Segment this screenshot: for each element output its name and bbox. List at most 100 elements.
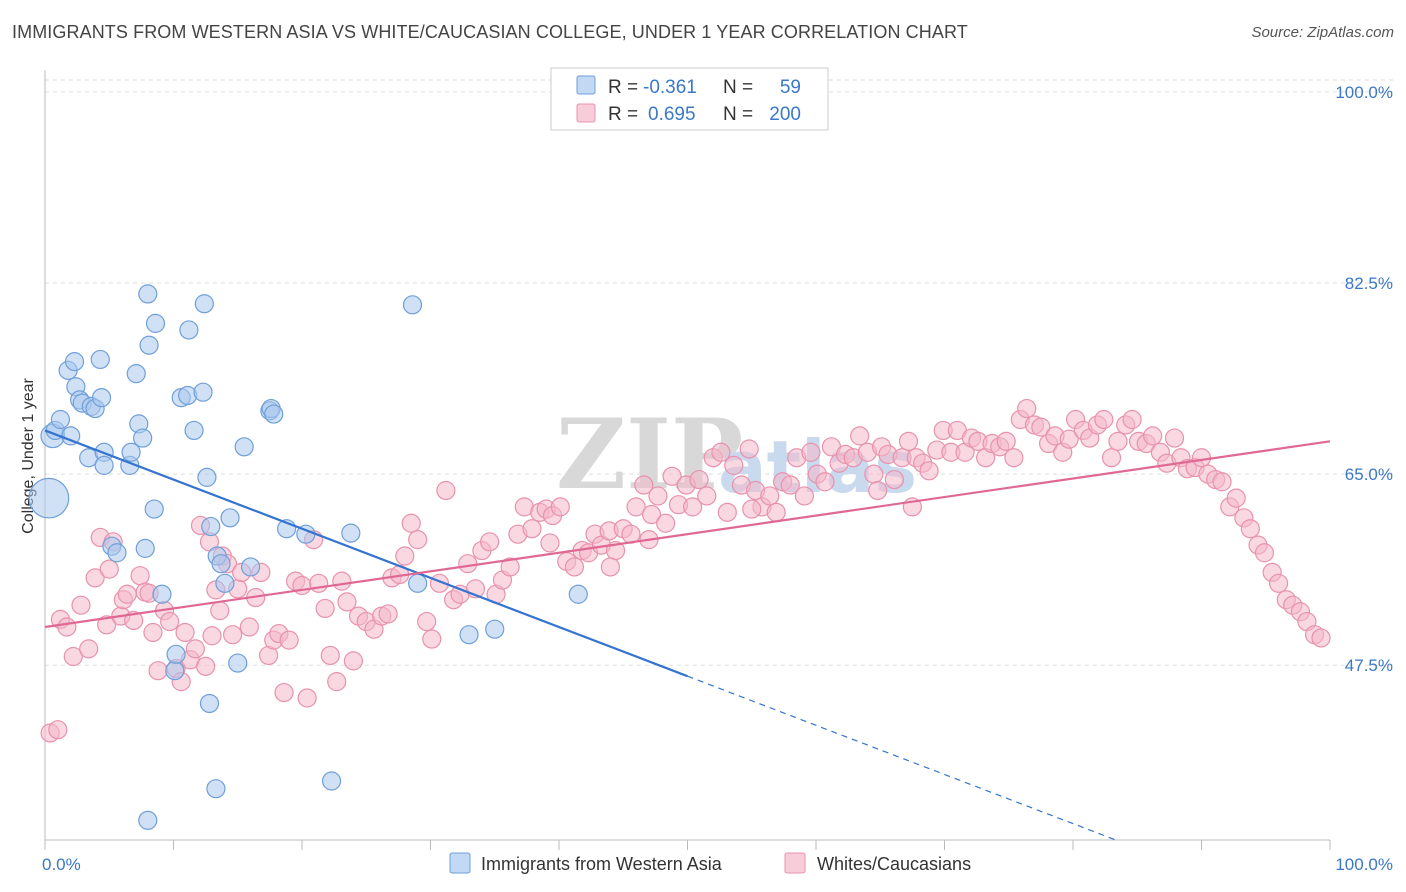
point-pink-6 [79,639,99,659]
point-pink-182 [1212,472,1232,492]
point-pink-117 [760,486,780,506]
point-pink-56 [337,592,357,612]
point-pink-151 [996,431,1016,451]
y-tick-label-1: 65.0% [1345,465,1393,484]
point-pink-110 [711,442,731,462]
point-blue-38 [197,467,217,487]
point-pink-135 [884,469,904,490]
point-pink-1 [48,720,68,740]
point-pink-31 [202,626,222,646]
point-blue-20 [121,442,141,462]
point-blue-55 [341,523,361,543]
point-pink-122 [794,486,815,506]
point-pink-98 [626,497,646,517]
point-pink-25 [175,622,195,643]
point-pink-55 [332,571,352,591]
stats-r-value-blue: -0.361 [643,77,697,98]
y-tick-label-3: 100.0% [1335,83,1393,102]
stats-legend-box [550,67,829,131]
series-immigrants-western-asia [28,284,588,830]
point-pink-169 [1122,409,1142,430]
stats-n-label-pink: N = [723,104,753,125]
point-pink-14 [117,584,137,604]
point-blue-16 [94,455,114,475]
point-pink-67 [408,530,428,550]
point-pink-140 [919,461,939,481]
point-blue-21 [126,364,146,384]
point-pink-196 [1311,628,1331,648]
point-pink-165 [1094,409,1114,430]
point-pink-112 [724,455,744,475]
point-pink-186 [1240,519,1260,539]
point-pink-106 [683,497,703,517]
point-pink-5 [71,595,91,615]
point-pink-179 [1191,448,1212,468]
point-pink-156 [1031,417,1051,437]
y-tick-labels: 47.5% 65.0% 82.5% 100.0% [1335,83,1393,675]
point-pink-22 [160,611,180,632]
stats-r-label-blue: R = [608,77,638,98]
point-pink-160 [1059,429,1079,449]
chart-title: IMMIGRANTS FROM WESTERN ASIA VS WHITE/CA… [12,22,968,42]
point-pink-130 [850,426,870,446]
point-blue-58 [459,625,479,645]
point-pink-108 [697,486,717,506]
point-pink-190 [1268,573,1289,593]
point-pink-89 [564,557,585,577]
point-blue-39 [199,693,220,714]
point-pink-49 [297,688,317,708]
point-pink-87 [550,497,570,517]
source-label: Source: ZipAtlas.com [1251,24,1394,41]
point-blue-3 [50,409,71,430]
trend-line-whites [44,440,1331,629]
point-pink-123 [801,442,821,462]
point-pink-102 [656,513,676,533]
point-pink-3 [57,617,77,637]
y-tick-label-2: 82.5% [1345,274,1393,293]
point-blue-33 [178,385,198,406]
point-pink-101 [648,486,668,506]
point-pink-167 [1108,431,1128,451]
point-pink-54 [327,672,347,692]
point-blue-59 [485,619,505,639]
point-pink-71 [436,480,456,501]
point-pink-65 [395,546,415,566]
point-pink-100 [641,504,662,525]
bottom-legend: Immigrants from Western Asia Whites/Cauc… [449,852,971,874]
point-pink-46 [279,630,299,650]
point-pink-69 [422,629,442,649]
x-tick-labels: 0.0% 100.0% [42,855,1393,874]
point-pink-77 [480,532,500,552]
point-pink-20 [148,661,168,681]
x-tick-label-1: 100.0% [1335,855,1393,874]
point-blue-6 [64,352,85,372]
point-blue-31 [166,644,186,664]
point-pink-166 [1101,448,1122,468]
point-pink-107 [689,469,709,490]
point-blue-46 [228,653,248,673]
point-blue-48 [241,557,261,577]
point-pink-120 [780,475,800,495]
series-whites-caucasians [40,398,1331,743]
point-pink-80 [500,557,520,577]
point-blue-45 [220,508,240,528]
point-blue-25 [138,284,158,304]
stats-r-value-pink: 0.695 [648,104,696,125]
point-pink-57 [343,651,363,671]
point-blue-43 [211,554,231,574]
point-blue-44 [215,573,235,593]
x-tick-label-0: 0.0% [42,855,81,874]
point-blue-35 [184,420,204,441]
point-pink-154 [1017,398,1037,419]
trend-line-immigrants [44,429,688,678]
point-pink-99 [634,475,654,495]
point-blue-41 [206,779,226,799]
point-pink-52 [315,598,335,619]
point-pink-74 [458,554,478,574]
point-pink-114 [739,439,759,459]
point-pink-62 [378,604,398,624]
trend-lines [44,429,1331,841]
point-pink-132 [864,464,884,484]
point-pink-188 [1254,543,1275,563]
point-pink-51 [309,573,329,593]
